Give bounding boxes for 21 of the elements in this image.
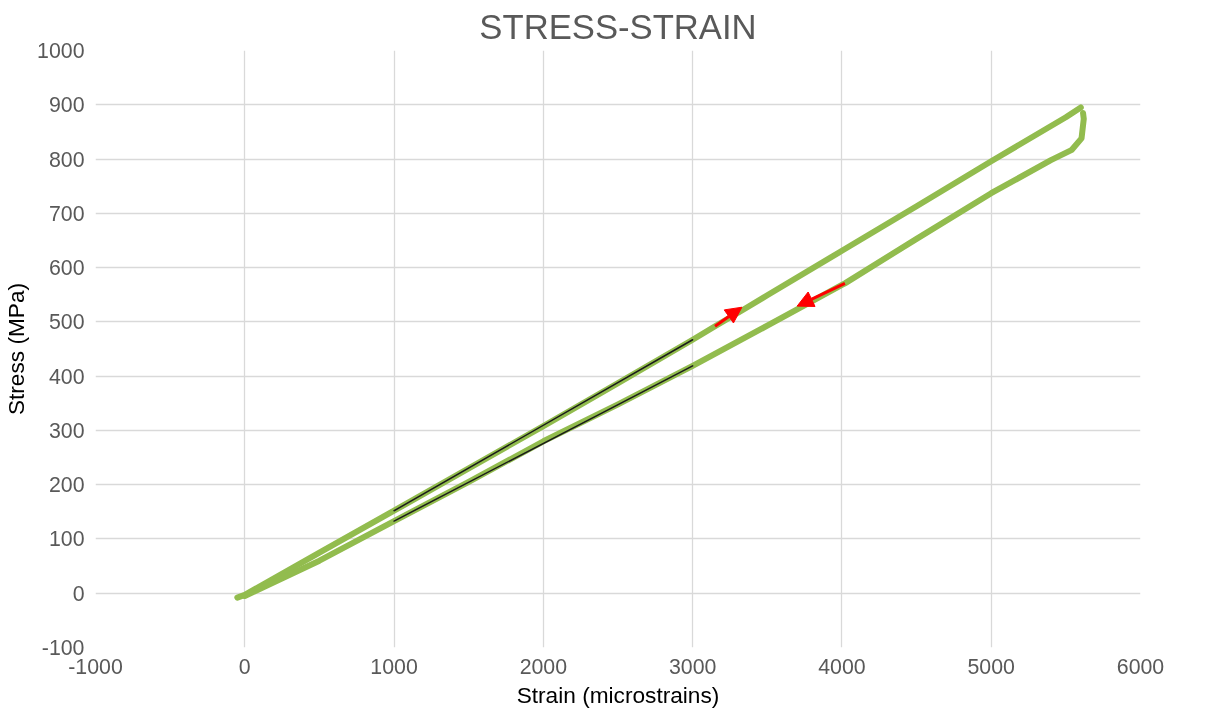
y-tick-label: 400 <box>48 364 85 389</box>
x-tick-label: 0 <box>238 654 251 679</box>
x-tick-label: 5000 <box>967 654 1016 679</box>
x-tick-label: 4000 <box>818 654 866 679</box>
y-tick-label: 900 <box>48 93 85 118</box>
x-tick-label: 3000 <box>668 654 717 679</box>
x-tick-label: 2000 <box>519 654 568 679</box>
chart-title: STRESS-STRAIN <box>479 7 757 46</box>
y-tick-label: 0 <box>72 581 85 606</box>
x-tick-label: 6000 <box>1116 654 1165 679</box>
y-tick-label: 100 <box>48 527 85 552</box>
y-tick-label: 500 <box>48 310 85 335</box>
x-tick-label: 1000 <box>370 654 418 679</box>
x-axis-title: Strain (microstrains) <box>516 681 720 708</box>
y-tick-label: 600 <box>48 256 85 281</box>
y-axis-title: Stress (MPa) <box>3 282 30 416</box>
y-tick-label: 300 <box>48 418 85 443</box>
y-tick-label: 700 <box>48 201 85 226</box>
y-tick-label: 200 <box>48 473 85 498</box>
y-tick-label: 800 <box>48 147 85 172</box>
y-tick-label: 1000 <box>37 39 85 63</box>
